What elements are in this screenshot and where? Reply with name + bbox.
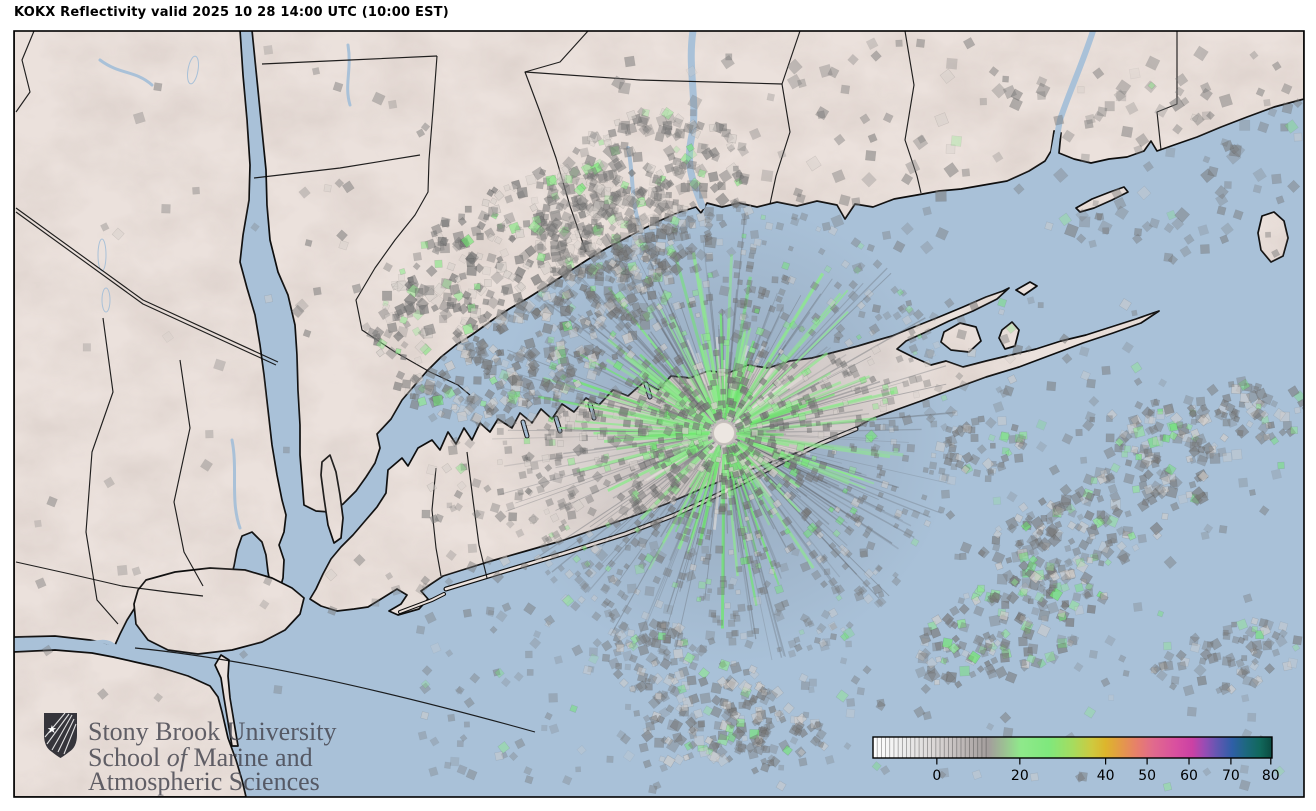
echo-field-se-band-4	[1149, 617, 1303, 697]
colorbar-tick-label: 80	[1262, 768, 1280, 784]
sbu-shield-star: ★	[47, 723, 57, 736]
echo-field-westchester	[294, 67, 445, 340]
colorbar-tick-label: 50	[1138, 768, 1156, 784]
echo-field-south-ocean	[415, 537, 891, 795]
echo-field-far-ocean-scatter	[913, 376, 1298, 792]
map-frame	[13, 30, 1305, 798]
echo-field-nj-sparse	[34, 429, 290, 703]
echo-field-se-cluster-small	[943, 415, 1028, 478]
echo-field-sound-scatter	[612, 222, 914, 344]
page-title: KOKX Reflectivity valid 2025 10 28 14:00…	[14, 5, 449, 20]
echo-field-se-band-2	[977, 453, 1210, 588]
logo-line-3: Atmospheric Sciences	[88, 767, 320, 796]
radar-echo-overlay	[34, 37, 1304, 795]
colorbar-tick-label: 0	[932, 768, 941, 784]
sbu-shield-rays	[44, 712, 77, 755]
echo-field-ne-corner-scatter	[1053, 67, 1303, 266]
county-boundaries	[15, 31, 1178, 733]
echo-field-li-forks	[857, 296, 1144, 453]
echo-field-se-band-3	[914, 560, 1109, 689]
logo-line-1: Stony Brook University	[88, 717, 336, 746]
colorbar-tick-label: 60	[1180, 768, 1198, 784]
echo-field-ocean-cluster-a	[641, 658, 784, 768]
stony-brook-logo: ★ Stony Brook University School of Marin…	[44, 712, 336, 796]
colorbar-tick-label: 40	[1097, 768, 1115, 784]
radar-site-dot	[713, 422, 735, 444]
colorbar-frame	[872, 736, 1273, 759]
echo-field-ocean-cluster-c	[734, 709, 827, 775]
colorbar-gradient	[873, 737, 1272, 758]
echo-field-brooklyn-sparse	[324, 553, 454, 616]
echo-field-ct-scatter	[596, 37, 1303, 255]
reflectivity-colorbar: 0 20 40 50 60 70 80	[872, 736, 1280, 784]
echo-field-ct-dense-ne	[527, 106, 750, 284]
echo-field-ct-dense-band	[371, 158, 690, 423]
logo-line-2: School of Marine and	[88, 743, 313, 772]
echo-field-li-mid	[421, 375, 700, 529]
echo-field-se-band-1	[1114, 382, 1304, 469]
echo-field-nw-sparse	[82, 44, 355, 372]
echo-field-ocean-cluster-b	[601, 618, 696, 694]
colorbar-tick-label: 70	[1222, 768, 1240, 784]
colorbar-tick-label: 20	[1011, 768, 1029, 784]
